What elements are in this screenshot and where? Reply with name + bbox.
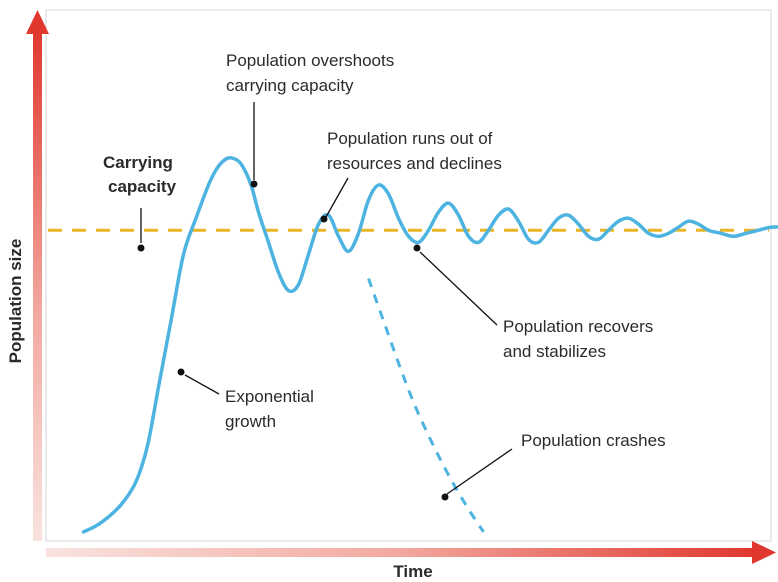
annotation-overshoot-line-2: carrying capacity	[226, 76, 354, 95]
annotation-crash-leader	[446, 448, 513, 495]
annotation-crash-line-1: Population crashes	[521, 431, 666, 450]
annotation-exponential-line-2: growth	[225, 412, 276, 431]
annotation-recovers-line-1: Population recovers	[503, 317, 653, 336]
carrying-capacity-label-line-2: capacity	[108, 177, 177, 196]
annotation-crash-marker	[441, 493, 449, 501]
annotation-recovers: Population recovers and stabilizes	[413, 244, 658, 361]
carrying-capacity-marker	[137, 244, 145, 252]
annotation-exponential-leader	[184, 374, 220, 395]
annotation-decline-line-1: Population runs out of	[327, 129, 493, 148]
carrying-capacity-label: Carrying capacity	[103, 153, 178, 196]
svg-text:Exponential growth: Exponential growth	[225, 387, 319, 431]
population-curve	[81, 155, 778, 534]
carrying-capacity-label-line-1: Carrying	[103, 153, 173, 172]
annotation-exponential-marker	[177, 368, 185, 376]
annotation-overshoot-line-1: Population overshoots	[226, 51, 394, 70]
annotation-overshoot: Population overshoots carrying capacity	[226, 51, 399, 188]
svg-text:Population crashes: Population crashes	[521, 431, 666, 450]
x-axis-arrowhead	[752, 541, 776, 564]
y-axis	[26, 10, 49, 541]
annotation-overshoot-marker	[250, 180, 258, 188]
svg-text:Population runs out of r: Population runs out of resources and dec…	[327, 129, 502, 173]
annotation-decline: Population runs out of resources and dec…	[320, 129, 502, 223]
annotation-crash: Population crashes	[441, 431, 666, 501]
annotation-exponential: Exponential growth	[177, 368, 319, 431]
svg-text:Population overshoots ca: Population overshoots carrying capacity	[226, 51, 399, 95]
x-axis-label: Time	[393, 562, 432, 581]
y-axis-label: Population size	[6, 239, 25, 364]
annotation-decline-line-2: resources and declines	[327, 154, 502, 173]
annotation-recovers-marker	[413, 244, 421, 252]
y-axis-arrowhead	[26, 10, 49, 34]
annotation-recovers-leader	[419, 251, 498, 326]
x-axis	[46, 541, 776, 564]
annotation-decline-marker	[320, 215, 328, 223]
annotation-decline-leader	[325, 177, 349, 218]
svg-text:Population recovers and: Population recovers and stabilizes	[503, 317, 658, 361]
annotation-recovers-line-2: and stabilizes	[503, 342, 606, 361]
plot-area	[45, 9, 772, 542]
annotation-exponential-line-1: Exponential	[225, 387, 314, 406]
population-crash-curve	[367, 278, 485, 533]
